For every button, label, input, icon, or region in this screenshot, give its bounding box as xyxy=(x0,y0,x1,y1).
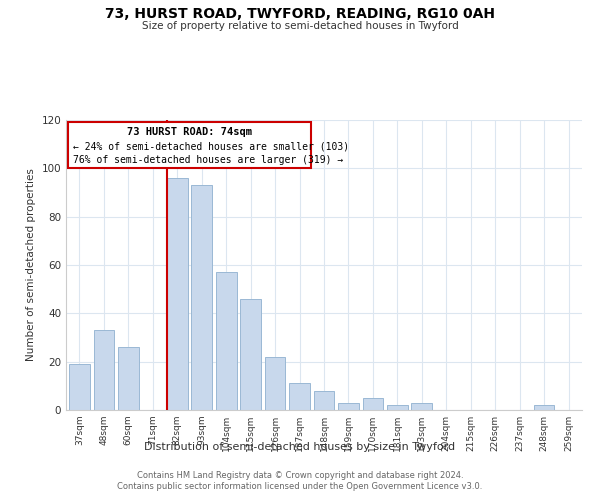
Bar xyxy=(289,384,310,410)
Bar xyxy=(387,405,408,410)
Text: ← 24% of semi-detached houses are smaller (103): ← 24% of semi-detached houses are smalle… xyxy=(73,142,349,152)
Y-axis label: Number of semi-detached properties: Number of semi-detached properties xyxy=(26,168,36,362)
Text: Contains HM Land Registry data © Crown copyright and database right 2024.: Contains HM Land Registry data © Crown c… xyxy=(137,471,463,480)
Bar xyxy=(167,178,188,410)
Bar xyxy=(412,403,432,410)
Text: 76% of semi-detached houses are larger (319) →: 76% of semi-detached houses are larger (… xyxy=(73,155,344,165)
Bar xyxy=(314,390,334,410)
Text: 73 HURST ROAD: 74sqm: 73 HURST ROAD: 74sqm xyxy=(127,127,252,137)
Text: Distribution of semi-detached houses by size in Twyford: Distribution of semi-detached houses by … xyxy=(145,442,455,452)
Bar xyxy=(118,347,139,410)
Bar xyxy=(362,398,383,410)
Bar xyxy=(69,364,90,410)
Text: 73, HURST ROAD, TWYFORD, READING, RG10 0AH: 73, HURST ROAD, TWYFORD, READING, RG10 0… xyxy=(105,8,495,22)
Text: Size of property relative to semi-detached houses in Twyford: Size of property relative to semi-detach… xyxy=(142,21,458,31)
Bar xyxy=(216,272,236,410)
Bar xyxy=(240,299,261,410)
Bar xyxy=(191,185,212,410)
FancyBboxPatch shape xyxy=(68,122,311,168)
Bar xyxy=(94,330,114,410)
Bar xyxy=(265,357,286,410)
Bar xyxy=(338,403,359,410)
Bar xyxy=(534,405,554,410)
Text: Contains public sector information licensed under the Open Government Licence v3: Contains public sector information licen… xyxy=(118,482,482,491)
